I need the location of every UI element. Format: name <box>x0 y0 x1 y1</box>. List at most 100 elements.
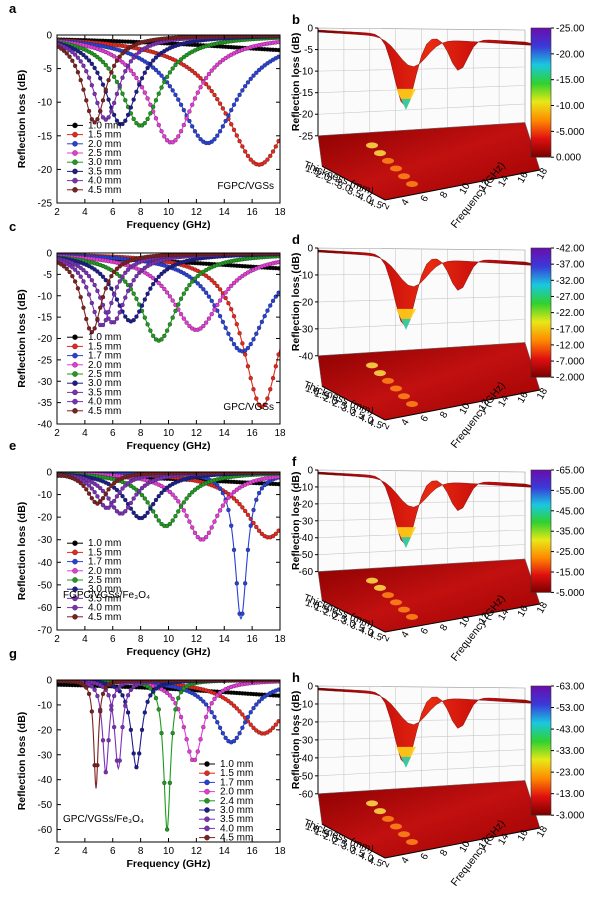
data-point <box>81 267 86 273</box>
data-point <box>81 279 86 284</box>
data-point <box>106 77 111 83</box>
legend-label: 2.0 mm <box>88 360 121 371</box>
data-point <box>256 528 262 533</box>
data-point <box>276 290 280 295</box>
data-point <box>178 714 184 720</box>
data-point <box>95 100 100 106</box>
colorbar-tick-label: -7.000 <box>556 357 585 368</box>
data-point <box>164 827 170 832</box>
x-tick-label: 2 <box>54 428 60 439</box>
legend-marker <box>72 604 78 611</box>
thickness-tick-label: 1.0 <box>304 383 321 398</box>
data-point <box>98 485 103 491</box>
data-point <box>153 67 159 73</box>
legend-label: 3.5 mm <box>88 593 121 604</box>
data-point <box>212 696 217 701</box>
z-tick-label: -20 <box>299 499 314 510</box>
data-point <box>125 63 131 68</box>
data-point <box>137 82 142 87</box>
data-point <box>206 275 212 281</box>
legend-label: 3.5 mm <box>88 387 121 398</box>
colorbar-tick-label: -23.00 <box>556 768 585 779</box>
data-point <box>120 91 125 96</box>
legend-marker <box>72 380 78 386</box>
data-point <box>170 298 175 303</box>
data-point <box>195 534 200 540</box>
data-point <box>173 62 178 68</box>
thickness-tick-label: 1.0 <box>304 821 321 836</box>
x-axis-label: Frequency (GHz) <box>126 858 210 870</box>
data-point <box>109 503 114 508</box>
data-point <box>100 503 106 508</box>
data-point <box>139 485 145 491</box>
data-point <box>145 500 150 505</box>
data-point <box>100 274 106 279</box>
data-point <box>95 483 100 488</box>
thickness-tick-label: 3.5 <box>349 620 366 635</box>
legend-marker <box>72 122 78 129</box>
x-tick-label: 14 <box>219 207 231 218</box>
data-point <box>131 317 136 323</box>
legend: 1.0 mm1.5 mm1.7 mm2.0 mm2.5 mm3.0 mm3.5 … <box>67 332 121 417</box>
data-point <box>217 486 223 491</box>
data-point <box>259 65 265 70</box>
data-point <box>128 282 134 288</box>
data-point <box>111 74 117 80</box>
data-point <box>89 278 94 283</box>
data-point <box>95 117 100 122</box>
data-point <box>100 295 106 300</box>
data-point <box>203 714 209 720</box>
legend-label: 1.5 mm <box>88 341 121 352</box>
data-point <box>109 70 114 75</box>
thickness-tick-label: 4.0 <box>358 850 375 865</box>
colorbar-tick-label: -55.00 <box>556 486 585 497</box>
legend-marker <box>72 343 78 350</box>
data-point <box>142 513 147 519</box>
data-point <box>173 92 178 98</box>
floor-hotspot <box>398 606 410 613</box>
data-point <box>131 116 136 122</box>
data-point <box>240 611 245 616</box>
data-point <box>64 266 69 271</box>
data-point <box>273 144 278 149</box>
data-point <box>103 62 108 68</box>
data-point <box>89 300 94 306</box>
data-point <box>209 298 214 304</box>
data-point <box>223 499 228 504</box>
data-point <box>162 487 167 493</box>
data-point <box>178 504 184 509</box>
data-point <box>217 287 223 292</box>
data-point <box>215 97 220 102</box>
x-tick-label: 16 <box>247 846 259 857</box>
data-point <box>159 283 164 289</box>
frequency-tick-label: 6 <box>419 193 432 204</box>
data-point <box>217 129 223 134</box>
data-point <box>170 696 175 701</box>
data-point <box>114 79 120 85</box>
data-point <box>139 727 145 733</box>
data-point <box>159 73 164 78</box>
data-point <box>123 314 128 319</box>
data-point <box>192 129 198 134</box>
data-point <box>220 490 226 496</box>
data-point <box>142 315 147 320</box>
y-tick-label: -15 <box>38 131 53 142</box>
legend: 1.0 mm1.5 mm2.0 mm2.5 mm3.0 mm3.5 mm4.0 … <box>67 120 121 196</box>
legend-label: 4.0 mm <box>88 397 121 408</box>
y-tick-label: -10 <box>38 98 53 109</box>
data-point <box>72 267 78 272</box>
data-point <box>256 490 262 496</box>
x-tick-label: 2 <box>54 846 60 857</box>
frequency-tick-label: 4 <box>399 417 412 428</box>
data-point <box>209 701 214 706</box>
legend-marker <box>72 540 78 546</box>
thickness-tick-label: 3.5 <box>349 845 366 860</box>
frequency-tick-label: 18 <box>535 166 550 182</box>
colorbar-tick-label: -35.00 <box>556 527 585 538</box>
surface-sheet <box>317 471 544 546</box>
data-point <box>237 502 242 507</box>
x-tick-label: 14 <box>219 634 231 645</box>
data-point <box>106 487 111 492</box>
data-point <box>95 693 100 699</box>
data-point <box>248 722 253 727</box>
